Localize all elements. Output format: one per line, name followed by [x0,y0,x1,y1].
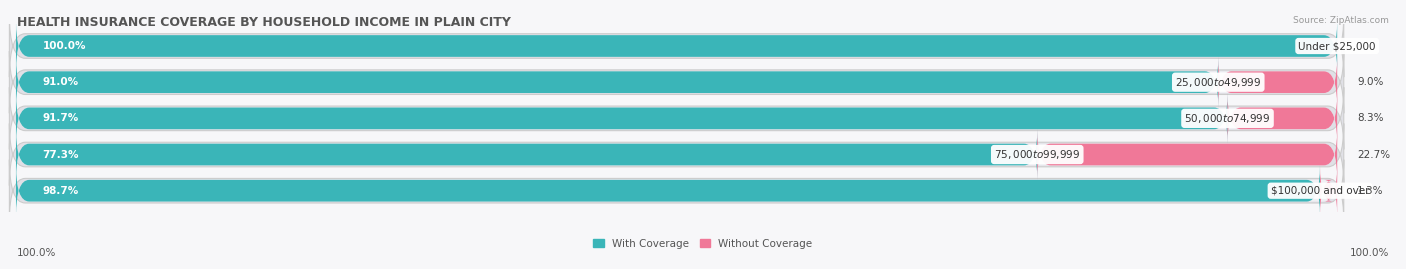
FancyBboxPatch shape [15,129,1038,180]
FancyBboxPatch shape [10,87,1344,150]
Legend: With Coverage, Without Coverage: With Coverage, Without Coverage [593,239,813,249]
FancyBboxPatch shape [15,21,1337,71]
FancyBboxPatch shape [15,57,1337,108]
FancyBboxPatch shape [1218,57,1337,108]
Text: Under $25,000: Under $25,000 [1298,41,1376,51]
FancyBboxPatch shape [10,15,1344,77]
FancyBboxPatch shape [1320,165,1337,216]
Text: $50,000 to $74,999: $50,000 to $74,999 [1184,112,1271,125]
FancyBboxPatch shape [15,165,1337,216]
Text: $75,000 to $99,999: $75,000 to $99,999 [994,148,1080,161]
FancyBboxPatch shape [15,21,1337,71]
Text: 8.3%: 8.3% [1357,113,1384,123]
FancyBboxPatch shape [15,165,1320,216]
Text: 100.0%: 100.0% [1350,248,1389,258]
FancyBboxPatch shape [15,129,1337,180]
Text: $100,000 and over: $100,000 and over [1271,186,1369,196]
Text: 100.0%: 100.0% [17,248,56,258]
FancyBboxPatch shape [10,123,1344,186]
FancyBboxPatch shape [10,51,1344,113]
FancyBboxPatch shape [15,93,1337,144]
FancyBboxPatch shape [1227,93,1337,144]
Text: 9.0%: 9.0% [1357,77,1384,87]
FancyBboxPatch shape [15,57,1218,108]
Text: 91.7%: 91.7% [42,113,79,123]
Text: 91.0%: 91.0% [42,77,79,87]
FancyBboxPatch shape [10,160,1344,222]
Text: $25,000 to $49,999: $25,000 to $49,999 [1175,76,1261,89]
Text: 98.7%: 98.7% [42,186,79,196]
Text: 77.3%: 77.3% [42,150,79,160]
Text: Source: ZipAtlas.com: Source: ZipAtlas.com [1294,16,1389,25]
Text: 22.7%: 22.7% [1357,150,1391,160]
FancyBboxPatch shape [15,93,1227,144]
Text: 1.3%: 1.3% [1357,186,1384,196]
FancyBboxPatch shape [1038,129,1337,180]
Text: HEALTH INSURANCE COVERAGE BY HOUSEHOLD INCOME IN PLAIN CITY: HEALTH INSURANCE COVERAGE BY HOUSEHOLD I… [17,16,510,29]
Text: 100.0%: 100.0% [42,41,86,51]
